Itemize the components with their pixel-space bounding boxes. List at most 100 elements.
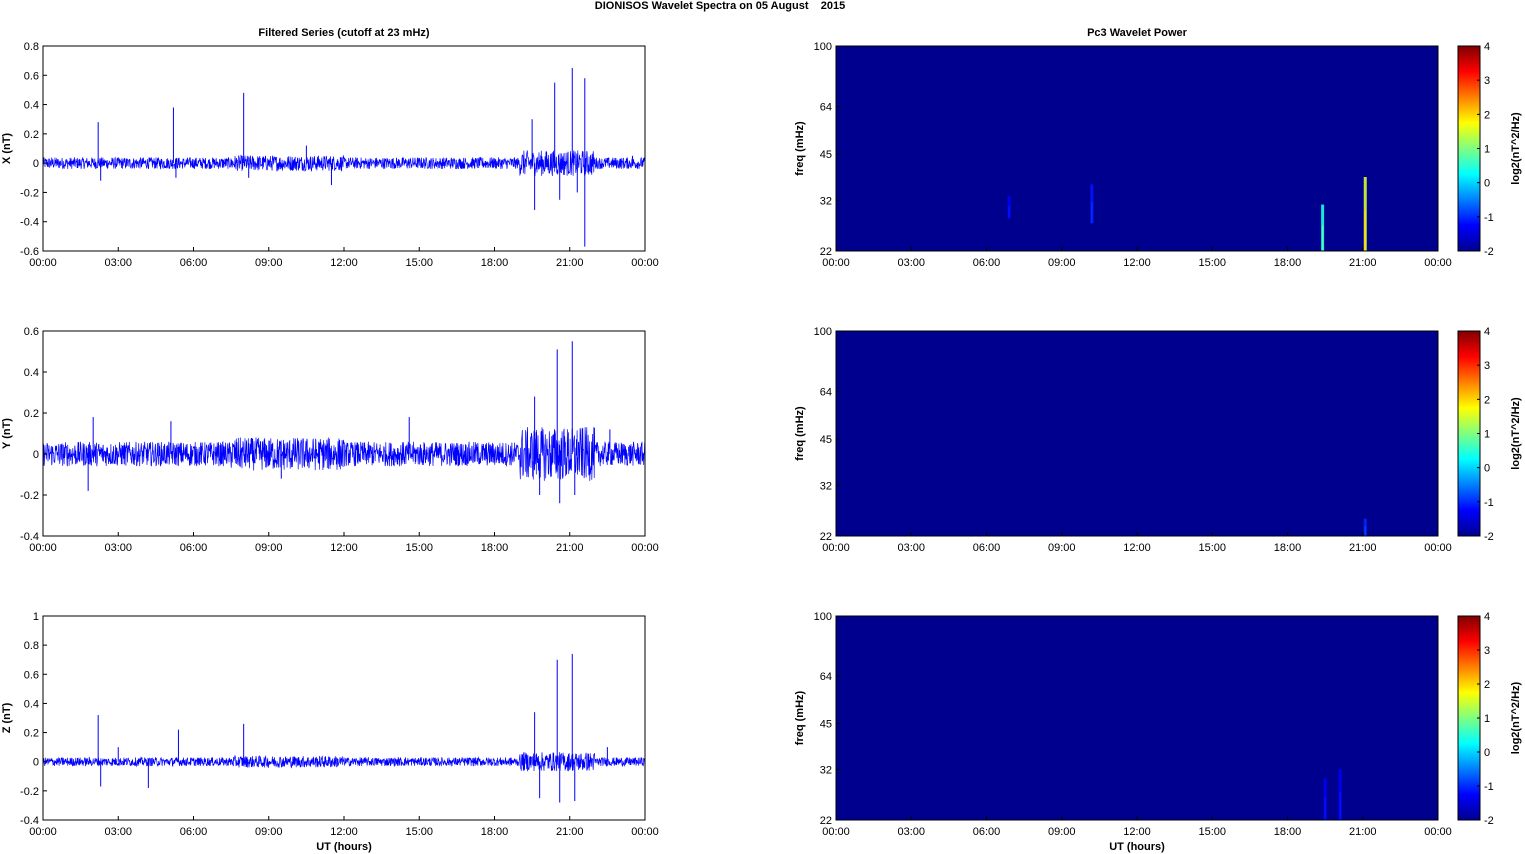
line-panel-2: -0.4 -0.2 0 0.2 0.4 0.6 Y (nT)	[1, 326, 646, 543]
colorbar-tick-label: -1	[1484, 212, 1494, 224]
x-tick-label: 12:00	[1123, 542, 1151, 554]
x-tick-label: 09:00	[1048, 826, 1076, 838]
colorbar-gradient	[1457, 615, 1481, 821]
y-tick-label: 32	[820, 480, 832, 492]
trace-noise	[42, 427, 646, 481]
x-tick-label: 18:00	[1274, 257, 1302, 269]
x-tick-label: 09:00	[255, 542, 283, 554]
x-tick-label: 00:00	[822, 826, 850, 838]
x-tick-label: 09:00	[255, 826, 283, 838]
x-tick-label: 12:00	[330, 542, 358, 554]
y-tick-label: -0.4	[20, 531, 39, 543]
y-tick-label: 0.8	[24, 640, 39, 652]
power-feature-core	[1339, 792, 1341, 820]
x-tick-label: 18:00	[1274, 826, 1302, 838]
x-tick-label: 00:00	[631, 257, 659, 269]
colorbar-tick-label: 4	[1484, 326, 1490, 338]
y-tick-label: 64	[820, 671, 832, 683]
power-feature-core	[1324, 797, 1326, 820]
heatmap-panel-3: 22 32 45 64 100 freq (mHz) -2 -1 0 1 2 3 4 log2(nT^2/…	[794, 611, 1522, 827]
colorbar-tick-label: 0	[1484, 178, 1490, 190]
colorbar-tick-label: -1	[1484, 781, 1494, 793]
x-tick-label: 21:00	[556, 542, 584, 554]
x-tick-label: 09:00	[1048, 542, 1076, 554]
x-tick-label: 06:00	[973, 257, 1001, 269]
x-tick-label: 15:00	[405, 826, 433, 838]
heatmap-panel-2: 22 32 45 64 100 freq (mHz) -2 -1 0 1 2 3 4 log2(nT^2/…	[794, 326, 1522, 543]
x-tick-label: 09:00	[255, 257, 283, 269]
x-axis-label: UT (hours)	[316, 841, 372, 853]
colorbar-tick-label: 4	[1484, 41, 1490, 53]
x-tick-label: 00:00	[29, 257, 57, 269]
y-tick-label: 0.4	[24, 698, 39, 710]
colorbar-tick-label: 2	[1484, 109, 1490, 121]
x-tick-label: 21:00	[1349, 257, 1377, 269]
colorbar-tick-label: -2	[1484, 531, 1494, 543]
colorbar: -2 -1 0 1 2 3 4 log2(nT^2/Hz)	[1457, 611, 1522, 827]
colorbar-tick-label: 1	[1484, 429, 1490, 441]
right-column-title: Pc3 Wavelet Power	[1087, 27, 1188, 39]
x-tick-label: 00:00	[631, 542, 659, 554]
x-tick-label: 00:00	[631, 826, 659, 838]
y-tick-label: 0.2	[24, 129, 39, 141]
power-feature-core	[1364, 526, 1366, 536]
colorbar-tick-label: 3	[1484, 645, 1490, 657]
x-axis-label: UT (hours)	[1109, 841, 1165, 853]
panels: -0.6 -0.4 -0.2 0 0.2 0.4 0.6 0.8 X (nT) 00:00 03:0…	[1, 41, 1522, 853]
y-tick-label: 0.2	[24, 728, 39, 740]
x-tick-label: 15:00	[405, 257, 433, 269]
x-tick-label: 12:00	[1123, 826, 1151, 838]
colorbar-tick-label: 3	[1484, 75, 1490, 87]
x-tick-label: 06:00	[180, 257, 208, 269]
x-tick-label: 09:00	[1048, 257, 1076, 269]
power-feature-core	[1321, 225, 1324, 251]
x-tick-label: 21:00	[556, 826, 584, 838]
y-tick-label: 0.4	[24, 100, 39, 112]
y-tick-label: 0.2	[24, 408, 39, 420]
x-tick-label: 00:00	[29, 542, 57, 554]
plot-frame	[42, 615, 646, 821]
x-tick-label: 12:00	[330, 257, 358, 269]
colorbar: -2 -1 0 1 2 3 4 log2(nT^2/Hz)	[1457, 41, 1522, 258]
y-axis-label: Y (nT)	[1, 418, 13, 449]
y-tick-label: 32	[820, 765, 832, 777]
y-tick-label: 1	[33, 611, 39, 623]
colorbar-tick-label: 2	[1484, 679, 1490, 691]
colorbar-tick-label: 2	[1484, 394, 1490, 406]
colorbar-tick-label: 3	[1484, 360, 1490, 372]
colorbar-tick-label: 0	[1484, 463, 1490, 475]
y-tick-label: 22	[820, 531, 832, 543]
colorbar-tick-label: 4	[1484, 611, 1490, 623]
y-tick-label: 22	[820, 246, 832, 258]
y-tick-label: -0.4	[20, 217, 39, 229]
y-axis-label: freq (mHz)	[794, 690, 806, 745]
y-axis-label: freq (mHz)	[794, 121, 806, 176]
x-tick-label: 21:00	[1349, 826, 1377, 838]
x-tick-label: 03:00	[104, 542, 132, 554]
colorbar-tick-label: -2	[1484, 815, 1494, 827]
x-tick-label: 03:00	[104, 257, 132, 269]
x-tick-label: 18:00	[481, 257, 509, 269]
colorbar-label: log2(nT^2/Hz)	[1510, 112, 1522, 185]
y-tick-label: 0.6	[24, 326, 39, 338]
y-tick-label: 64	[820, 101, 832, 113]
x-tick-label: 03:00	[104, 826, 132, 838]
x-tick-label: 00:00	[29, 826, 57, 838]
y-tick-label: 100	[814, 41, 832, 53]
x-tick-label: 18:00	[1274, 542, 1302, 554]
x-tick-label: 00:00	[822, 257, 850, 269]
y-tick-label: 22	[820, 815, 832, 827]
power-feature-core	[1364, 210, 1366, 251]
x-tick-label: 15:00	[1198, 542, 1226, 554]
y-tick-label: 45	[820, 719, 832, 731]
colorbar: -2 -1 0 1 2 3 4 log2(nT^2/Hz)	[1457, 326, 1522, 543]
colorbar-tick-label: 1	[1484, 144, 1490, 156]
y-tick-label: -0.4	[20, 815, 39, 827]
x-tick-label: 15:00	[1198, 826, 1226, 838]
heatmap-background	[836, 46, 1438, 251]
y-tick-label: 45	[820, 434, 832, 446]
y-tick-label: -0.2	[20, 187, 39, 199]
x-tick-label: 15:00	[405, 542, 433, 554]
x-tick-label: 06:00	[973, 542, 1001, 554]
